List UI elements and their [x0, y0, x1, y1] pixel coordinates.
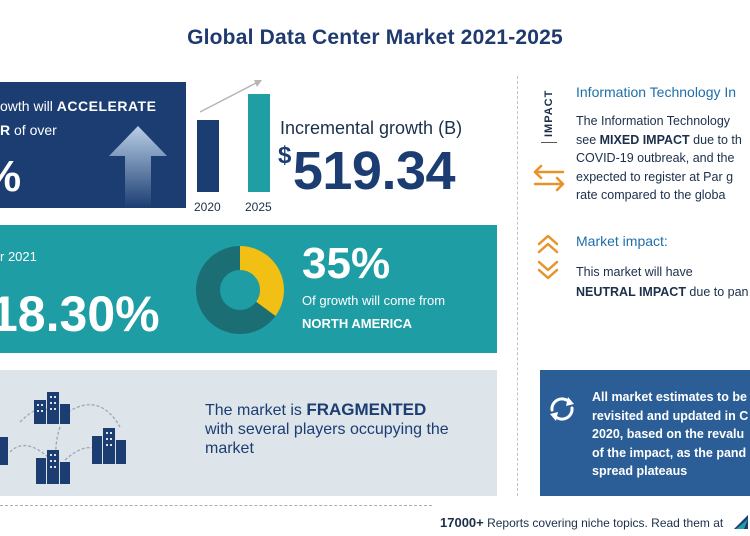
bar-2025: [248, 94, 270, 192]
market-impact-heading: Market impact:: [576, 233, 668, 249]
market-impact-suffix: due to pan: [685, 285, 749, 299]
column-divider: [517, 76, 518, 496]
it-impact-body: The Information Technology see MIXED IMP…: [576, 112, 742, 205]
growth-line-2: R of over: [0, 122, 57, 138]
market-impact-bold: NEUTRAL IMPACT: [576, 285, 686, 299]
impact-divider: [541, 142, 557, 143]
it-line-2-bold: MIXED IMPACT: [599, 132, 690, 147]
brand-logo-icon[interactable]: [732, 513, 750, 531]
bar-label-2020: 2020: [194, 200, 221, 214]
market-impact-body: This market will have NEUTRAL IMPACT due…: [576, 262, 749, 302]
growth-line-2-suffix: of over: [10, 122, 57, 138]
yoy-growth-value: 18.30%: [0, 286, 160, 342]
footer: 17000+ Reports covering niche topics. Re…: [0, 505, 750, 536]
it-line-2-pre: see: [576, 132, 600, 147]
growth-line-1-prefix: owth will: [0, 98, 57, 114]
note-line-5: spread plateaus: [592, 464, 688, 478]
incremental-growth-label: Incremental growth (B): [280, 118, 463, 138]
it-line-4: expected to register at Par g: [576, 168, 742, 187]
note-line-1: All market estimates to be: [592, 390, 747, 404]
bar-label-2025: 2025: [245, 200, 272, 214]
it-line-2: see MIXED IMPACT due to th: [576, 131, 742, 150]
incremental-amount: 519.34: [292, 141, 456, 201]
yoy-year-label: r 2021: [0, 249, 37, 264]
it-line-1-text: The Information Technology: [576, 114, 731, 128]
yoy-region-panel: r 2021 18.30% 35% Of growth will come fr…: [0, 225, 497, 353]
buildings-network-icon: [0, 392, 126, 484]
it-line-2-post: due to th: [689, 132, 742, 147]
neutral-impact-icon: [537, 234, 559, 280]
estimates-note-text: All market estimates to be revisited and…: [592, 388, 748, 481]
incremental-bar-graphic: 2020 2025: [192, 76, 284, 214]
fragmented-prefix: The market is: [205, 402, 307, 419]
growth-line-1-bold: ACCELERATE: [56, 98, 157, 114]
impact-vertical-label: IMPACT: [540, 85, 558, 145]
market-structure-panel: The market is FRAGMENTED with several pl…: [0, 370, 497, 496]
trend-arrow-icon: [199, 80, 262, 113]
bar-2020: [197, 120, 219, 192]
note-line-2: revisited and updated in C: [592, 408, 749, 423]
footer-report-count: 17000+: [440, 515, 484, 530]
note-line-4: of the impact, as the pand: [592, 445, 747, 460]
it-line-5: rate compared to the globa: [576, 186, 742, 205]
market-impact-line-1: This market will have: [576, 265, 693, 279]
fragmented-line-3: market: [205, 440, 254, 457]
currency-symbol: $: [278, 142, 291, 169]
market-structure-text: The market is FRAGMENTED with several pl…: [205, 400, 485, 458]
up-arrow-icon: [109, 126, 167, 208]
growth-line-1: owth will ACCELERATE: [0, 98, 156, 114]
impact-label-text: IMPACT: [543, 89, 555, 137]
market-impact-line-2: NEUTRAL IMPACT due to pan: [576, 282, 749, 302]
it-line-4-text: expected to register at Par g: [576, 169, 734, 184]
it-impact-heading: Information Technology In: [576, 84, 737, 100]
estimates-note-panel: All market estimates to be revisited and…: [540, 370, 750, 496]
footer-caption: Reports covering niche topics. Read them…: [483, 516, 724, 530]
footer-divider: [0, 505, 432, 506]
region-share-donut: [196, 246, 284, 334]
incremental-growth-value: $519.34: [278, 140, 456, 202]
it-line-1: The Information Technology: [576, 112, 742, 131]
it-line-5-text: rate compared to the globa: [576, 188, 726, 202]
footer-text: 17000+ Reports covering niche topics. Re…: [440, 515, 723, 530]
growth-big-value: %: [0, 152, 21, 202]
it-line-3: COVID-19 outbreak, and the: [576, 149, 742, 168]
it-line-3-text: COVID-19 outbreak, and the: [576, 151, 735, 165]
page-title: Global Data Center Market 2021-2025: [187, 26, 563, 49]
swap-arrows-icon: [533, 164, 565, 192]
note-line-3: 2020, based on the revalu: [592, 427, 745, 441]
region-share-text: Of growth will come from: [302, 293, 446, 308]
refresh-icon: [550, 397, 574, 421]
region-name: NORTH AMERICA: [302, 316, 413, 331]
growth-acceleration-panel: owth will ACCELERATE R of over %: [0, 82, 186, 208]
growth-line-2-bold: R: [0, 122, 11, 138]
fragmented-keyword: FRAGMENTED: [306, 400, 427, 419]
region-share-percent: 35%: [302, 239, 391, 288]
fragmented-line-2: with several players occupying the: [205, 421, 449, 438]
